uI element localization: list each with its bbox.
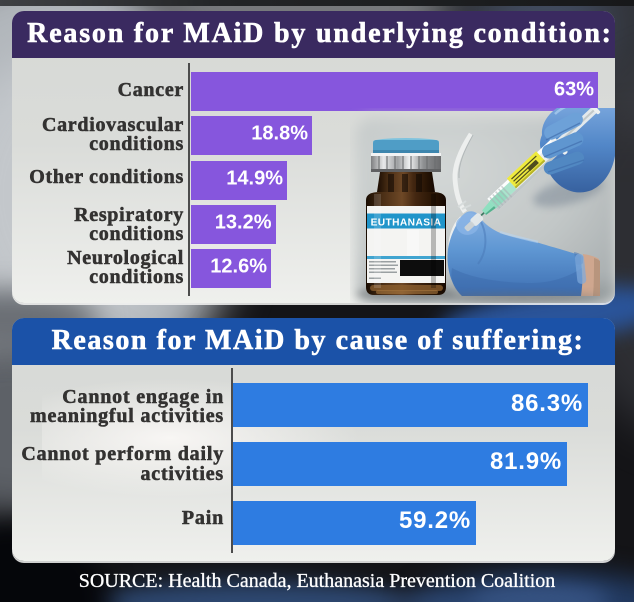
svg-text:EUTHANASIA: EUTHANASIA: [371, 218, 442, 229]
